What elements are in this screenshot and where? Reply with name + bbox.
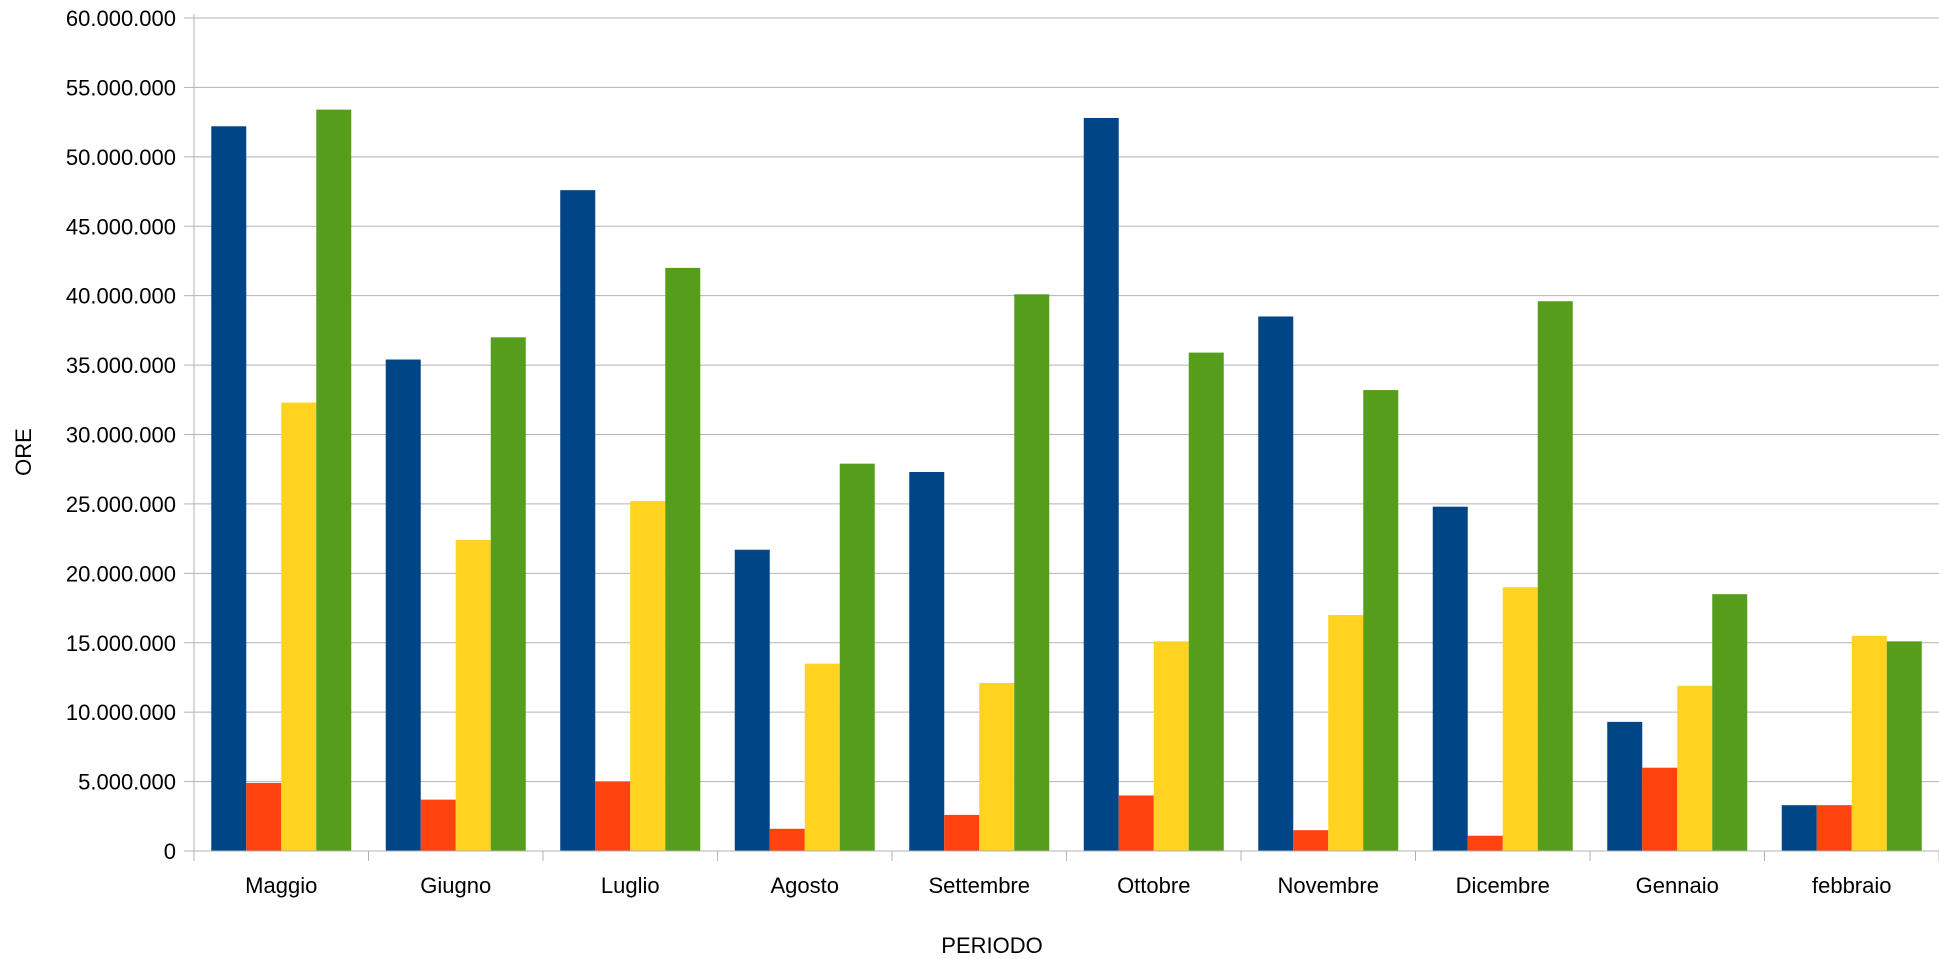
bar	[385, 359, 421, 851]
x-tick-label: Giugno	[420, 873, 491, 898]
x-tick-label: Dicembre	[1456, 873, 1550, 898]
bar	[1537, 301, 1573, 852]
bar	[1851, 635, 1887, 851]
bar	[1886, 641, 1922, 851]
y-tick-label: 35.000.000	[66, 353, 176, 378]
bar	[665, 267, 701, 851]
y-tick-label: 25.000.000	[66, 492, 176, 517]
y-axis-title: ORE	[11, 428, 36, 476]
y-tick-label: 55.000.000	[66, 75, 176, 100]
y-tick-label: 30.000.000	[66, 423, 176, 448]
y-tick-label: 50.000.000	[66, 145, 176, 170]
y-tick-label: 5.000.000	[78, 770, 176, 795]
bar	[839, 463, 875, 851]
bar	[1712, 594, 1748, 851]
x-tick-label: Settembre	[929, 873, 1031, 898]
bar	[1258, 316, 1294, 851]
x-tick-label: Gennaio	[1636, 873, 1719, 898]
bars	[211, 109, 1922, 852]
x-axis-title: PERIODO	[941, 933, 1042, 958]
bar	[560, 190, 596, 852]
bar	[1816, 805, 1852, 851]
bar	[909, 471, 945, 851]
bar	[1363, 390, 1399, 851]
x-tick-label: Luglio	[601, 873, 660, 898]
y-tick-label: 40.000.000	[66, 284, 176, 309]
bar	[1642, 767, 1678, 851]
y-axis-ticks: 0 5.000.000 10.000.000 15.000.000 20.000.000…	[66, 6, 194, 864]
bar	[420, 799, 456, 851]
bar	[630, 501, 666, 851]
axes	[184, 14, 1939, 861]
bar	[1083, 117, 1119, 851]
bar	[1153, 641, 1189, 851]
bar	[1607, 721, 1643, 851]
y-tick-label: 45.000.000	[66, 214, 176, 239]
y-tick-label: 0	[164, 839, 176, 864]
x-tick-label: Maggio	[245, 873, 317, 898]
bar	[316, 109, 352, 851]
bar	[1118, 795, 1154, 851]
bar	[1293, 830, 1329, 851]
bar	[1328, 614, 1364, 851]
bar	[1502, 587, 1538, 851]
bar	[769, 828, 805, 851]
x-tick-label: Ottobre	[1117, 873, 1190, 898]
bar	[281, 402, 317, 851]
bar	[1014, 294, 1050, 851]
bar	[1677, 685, 1713, 851]
bar	[1781, 805, 1817, 851]
x-tick-label: Novembre	[1278, 873, 1379, 898]
bar	[1188, 352, 1224, 851]
bar	[490, 337, 526, 852]
bar	[1432, 506, 1468, 851]
y-tick-label: 10.000.000	[66, 700, 176, 725]
bar	[979, 683, 1015, 851]
bar	[595, 781, 631, 851]
bar	[211, 126, 247, 852]
x-tick-label: febbraio	[1812, 873, 1892, 898]
bar	[734, 549, 770, 851]
y-tick-label: 15.000.000	[66, 631, 176, 656]
y-tick-label: 60.000.000	[66, 6, 176, 31]
bar	[455, 540, 491, 851]
bar	[804, 663, 840, 851]
y-tick-label: 20.000.000	[66, 561, 176, 586]
bar	[944, 814, 980, 851]
x-axis-ticks: Maggio Giugno Luglio Agosto Settembre Ottobre…	[193, 851, 1939, 898]
bar	[246, 782, 282, 851]
bar	[1467, 835, 1503, 851]
x-tick-label: Agosto	[771, 873, 840, 898]
